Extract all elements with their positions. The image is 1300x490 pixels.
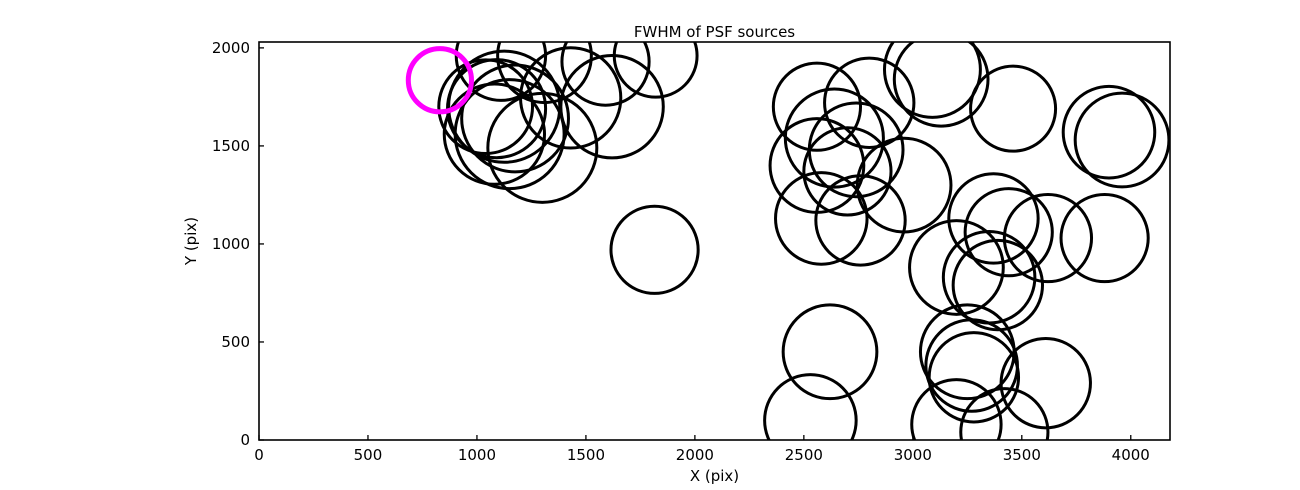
- psf-source-circle: [969, 64, 1058, 153]
- psf-source-circle: [959, 387, 1050, 440]
- psf-source-circle: [1059, 192, 1150, 284]
- chart-title: FWHM of PSF sources: [634, 23, 795, 41]
- psf-source-circle: [774, 171, 869, 266]
- psf-source-circle: [771, 61, 863, 152]
- x-tick-label: 2500: [785, 446, 823, 464]
- axes-frame: [258, 41, 1171, 441]
- psf-source-circle: [460, 63, 570, 174]
- y-tick-label: 2000: [212, 39, 250, 57]
- psf-source-circle: [883, 42, 982, 119]
- y-tick-label: 1500: [212, 137, 250, 155]
- psf-source-circle: [559, 53, 665, 160]
- psf-source-circle: [910, 378, 1003, 440]
- psf-source-circle: [823, 56, 916, 149]
- psf-source-circle: [763, 373, 858, 440]
- psf-source-circle: [892, 42, 990, 128]
- psf-source-circle: [442, 82, 547, 186]
- x-tick-label: 1500: [567, 446, 605, 464]
- x-axis-ticks: 0 500 1000 1500 2000 2500 3000 3500 4000: [254, 435, 1150, 464]
- psf-source-circle: [947, 172, 1040, 265]
- psf-source-circle: [1002, 192, 1094, 284]
- psf-source-circle: [951, 238, 1045, 332]
- psf-source-circle: [802, 126, 893, 217]
- reference-source-circle: [405, 46, 474, 115]
- x-tick-label: 4000: [1112, 446, 1150, 464]
- psf-source-circle: [609, 204, 700, 295]
- psf-source-circle: [486, 91, 599, 204]
- x-tick-label: 0: [254, 446, 264, 464]
- psf-source-circle: [1061, 84, 1157, 180]
- x-tick-label: 1000: [458, 446, 496, 464]
- x-axis-label: X (pix): [690, 467, 739, 485]
- x-tick-label: 500: [354, 446, 383, 464]
- psf-source-circle: [908, 219, 1005, 316]
- y-tick-label: 0: [240, 431, 250, 449]
- x-tick-label: 2000: [676, 446, 714, 464]
- y-tick-label: 500: [221, 333, 250, 351]
- y-axis-label: Y (pix): [182, 217, 200, 266]
- y-tick-label: 1000: [212, 235, 250, 253]
- psf-source-circle: [1073, 91, 1170, 189]
- psf-source-circle: [963, 187, 1054, 278]
- psf-source-circle: [783, 87, 885, 189]
- data-markers-layer: [405, 42, 1170, 440]
- psf-source-circle: [781, 303, 879, 401]
- psf-source-circle: [927, 331, 1021, 424]
- psf-source-circle: [999, 336, 1092, 430]
- x-tick-label: 3000: [894, 446, 932, 464]
- psf-source-circle: [560, 42, 651, 107]
- x-tick-label: 3500: [1003, 446, 1041, 464]
- psf-source-circle: [453, 78, 566, 191]
- y-axis-ticks: 0 500 1000 1500 2000: [212, 39, 264, 449]
- psf-source-circle: [814, 174, 907, 267]
